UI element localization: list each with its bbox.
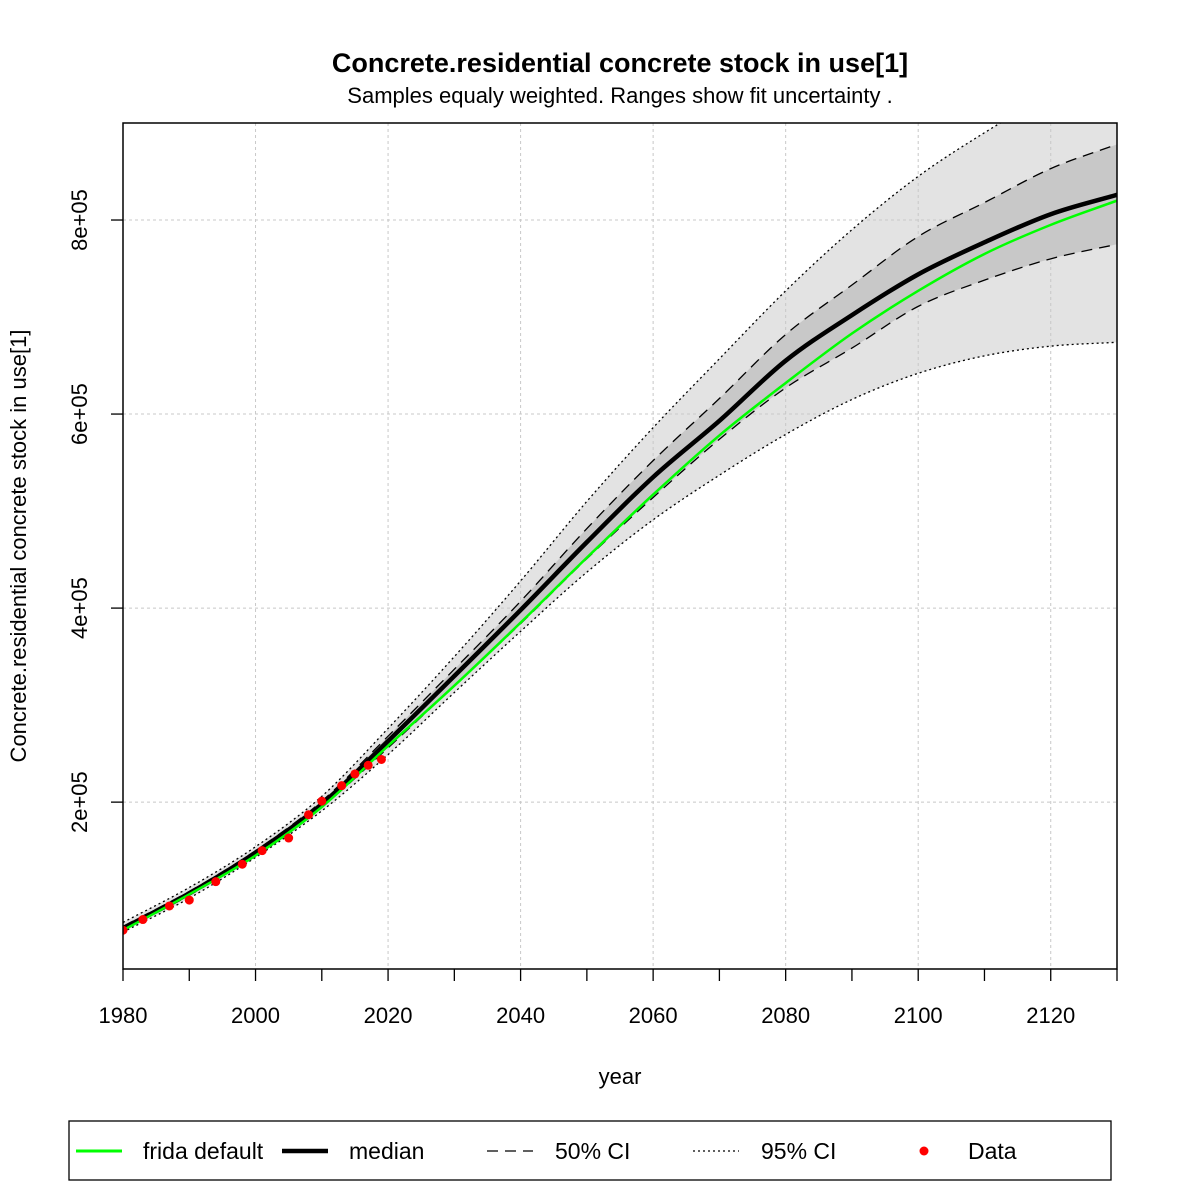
y-tick-label: 6e+05 [67, 383, 92, 445]
x-tick-label: 2120 [1026, 1003, 1075, 1028]
data-point [123, 925, 128, 935]
line-median [123, 192, 1117, 931]
data-point [184, 895, 194, 905]
x-tick-label: 2040 [496, 1003, 545, 1028]
data-point [337, 781, 347, 791]
line-95-ci-lower [123, 341, 1117, 933]
legend-swatch [919, 1146, 929, 1156]
y-tick-label: 8e+05 [67, 189, 92, 251]
x-tick-label: 2020 [364, 1003, 413, 1028]
y-tick-label: 2e+05 [67, 771, 92, 833]
plot-clip-group [123, 123, 1117, 969]
line-frida-default [123, 199, 1117, 932]
legend-box [68, 1120, 1112, 1181]
x-tick-label: 2100 [894, 1003, 943, 1028]
x-axis-label: year [599, 1064, 642, 1089]
data-point [211, 877, 221, 887]
chart-subtitle: Samples equaly weighted. Ranges show fit… [347, 83, 892, 108]
legend-label: Data [968, 1138, 1017, 1164]
legend: frida default median 50% CI 95% CI Data [68, 1120, 1112, 1181]
x-tick-label: 2060 [629, 1003, 678, 1028]
data-point [237, 859, 247, 869]
x-tick-label: 1980 [99, 1003, 148, 1028]
chart-title: Concrete.residential concrete stock in u… [332, 48, 908, 78]
data-point [138, 915, 148, 925]
plot-frame [122, 122, 1118, 970]
data-point [317, 796, 327, 806]
data-point [284, 833, 294, 843]
y-axis-label: Concrete.residential concrete stock in u… [6, 330, 31, 763]
legend-label: 95% CI [761, 1138, 836, 1164]
data-point [376, 754, 386, 764]
plot-area: 1980 2000 2020 2040 2060 2080 2100 2120 2e+05 4e+… [67, 122, 1118, 1028]
data-point [164, 901, 174, 911]
x-tick-label: 2000 [231, 1003, 280, 1028]
legend-label: median [349, 1138, 424, 1164]
band-50-ci [123, 144, 1117, 931]
y-tick-label: 4e+05 [67, 577, 92, 639]
data-point [257, 846, 267, 856]
data-point [304, 810, 314, 820]
data-point [363, 760, 373, 770]
legend-label: frida default [143, 1138, 264, 1164]
legend-label: 50% CI [555, 1138, 630, 1164]
x-tick-label: 2080 [761, 1003, 810, 1028]
line-95-ci-upper [123, 123, 1002, 924]
data-point [350, 769, 360, 779]
